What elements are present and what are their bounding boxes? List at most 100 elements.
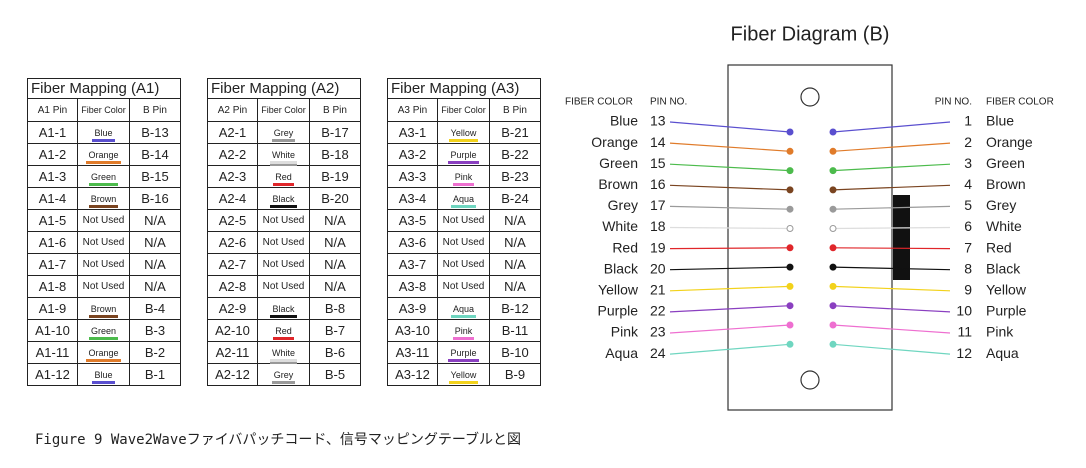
pin-number: 18 [650,218,666,234]
caption: Figure 9 Wave2Waveファイバパッチコード、信号マッピングテーブル… [35,431,521,448]
row: A3-5 Not Used N/A [387,209,542,232]
pin-number: 4 [964,176,972,192]
cell: B-11 [488,319,542,342]
color-cell: White [257,143,310,166]
cell: B-7 [308,319,362,342]
cell: A1-11 [27,341,78,364]
pin-number: 23 [650,324,666,340]
cell: A1-1 [27,121,78,144]
cell: A3-5 [387,209,438,232]
fiber-dot [829,302,837,310]
cell: B-9 [488,363,542,386]
cell: B-10 [488,341,542,364]
key [893,195,910,280]
pin-number: 21 [650,282,666,298]
row: A3-12 Yellow B-9 [387,363,542,386]
pin-number: 16 [650,176,666,192]
cell: A2-6 [207,231,258,254]
fiber-color: White [602,218,638,234]
cell: A1-12 [27,363,78,386]
fiber-color: Aqua [605,345,638,361]
table-title: Fiber Mapping (A3) [386,78,542,99]
header-cell: Fiber Color [437,98,490,122]
color-cell: Not Used [77,275,130,298]
fiber-color: Brown [598,176,638,192]
fiber-line [832,343,951,355]
row: A2-8 Not Used N/A [207,275,362,298]
color-cell: Brown [77,187,130,210]
color-cell: Green [77,165,130,188]
fiber-dot [786,302,794,310]
cell: B-2 [128,341,182,364]
color-label: White [269,150,297,164]
cell: A1-2 [27,143,78,166]
fiber-color: White [986,218,1022,234]
row: A2-7 Not Used N/A [207,253,362,276]
pin-number: 9 [964,282,972,298]
pin-number: 24 [650,345,666,361]
header-cell: B Pin [128,98,182,122]
cell: B-19 [308,165,362,188]
row: A1-11 Orange B-2 [27,341,182,364]
color-cell: Red [257,165,310,188]
row: A1-1 Blue B-13 [27,121,182,144]
mapping-table: Fiber Mapping (A2) A2 Pin Fiber Color B Pin… [206,78,362,386]
row: A2-2 White B-18 [207,143,362,166]
cell: N/A [128,231,182,254]
cell: A3-3 [387,165,438,188]
fiber-line [832,184,951,191]
color-label: Grey [271,370,296,384]
fiber-dot [786,128,794,136]
cell: B-15 [128,165,182,188]
fiber-line [669,305,791,313]
column-header: FIBER COLOR [986,97,1054,108]
fiber-dot [786,225,794,232]
fiber-line [832,285,951,292]
fiber-color: Purple [986,303,1027,319]
cell: A2-9 [207,297,258,320]
header-cell: Fiber Color [257,98,310,122]
header-cell: A3 Pin [387,98,438,122]
pin-number: 17 [650,197,666,213]
cell: B-23 [488,165,542,188]
cell: B-17 [308,121,362,144]
cell: A2-8 [207,275,258,298]
fiber-color: Red [612,239,638,255]
color-label: Pink [452,326,475,340]
cell: A1-3 [27,165,78,188]
fiber-color: Orange [986,134,1033,150]
cell: A2-3 [207,165,258,188]
color-cell: Black [257,187,310,210]
cell: A3-11 [387,341,438,364]
cell: A1-4 [27,187,78,210]
pin-number: 11 [957,324,972,340]
fiber-color: Blue [986,113,1014,129]
cell: B-1 [128,363,182,386]
header-cell: B Pin [308,98,362,122]
color-cell: Orange [77,143,130,166]
cell: A1-8 [27,275,78,298]
row: A2-6 Not Used N/A [207,231,362,254]
row: A3-11 Purple B-10 [387,341,542,364]
color-label: Yellow [448,128,479,142]
fiber-color: Orange [591,134,638,150]
fiber-color: Red [986,239,1012,255]
fiber-dot [829,282,837,290]
color-label: Yellow [448,370,479,384]
fiber-dot [829,205,837,213]
mapping-table: Fiber Mapping (A1) A1 Pin Fiber Color B Pin… [26,78,182,386]
pin-number: 7 [964,239,972,255]
color-cell: Grey [257,121,310,144]
color-cell: Not Used [77,231,130,254]
cell: B-6 [308,341,362,364]
fiber-dot [786,244,794,252]
cell: A3-9 [387,297,438,320]
fiber-line [832,121,951,133]
color-cell: Blue [77,121,130,144]
color-label: Orange [86,150,121,164]
color-label: Brown [88,194,119,208]
fiber-color: Yellow [598,282,639,298]
cell: A2-4 [207,187,258,210]
row: A3-1 Yellow B-21 [387,121,542,144]
color-cell: Pink [437,319,490,342]
